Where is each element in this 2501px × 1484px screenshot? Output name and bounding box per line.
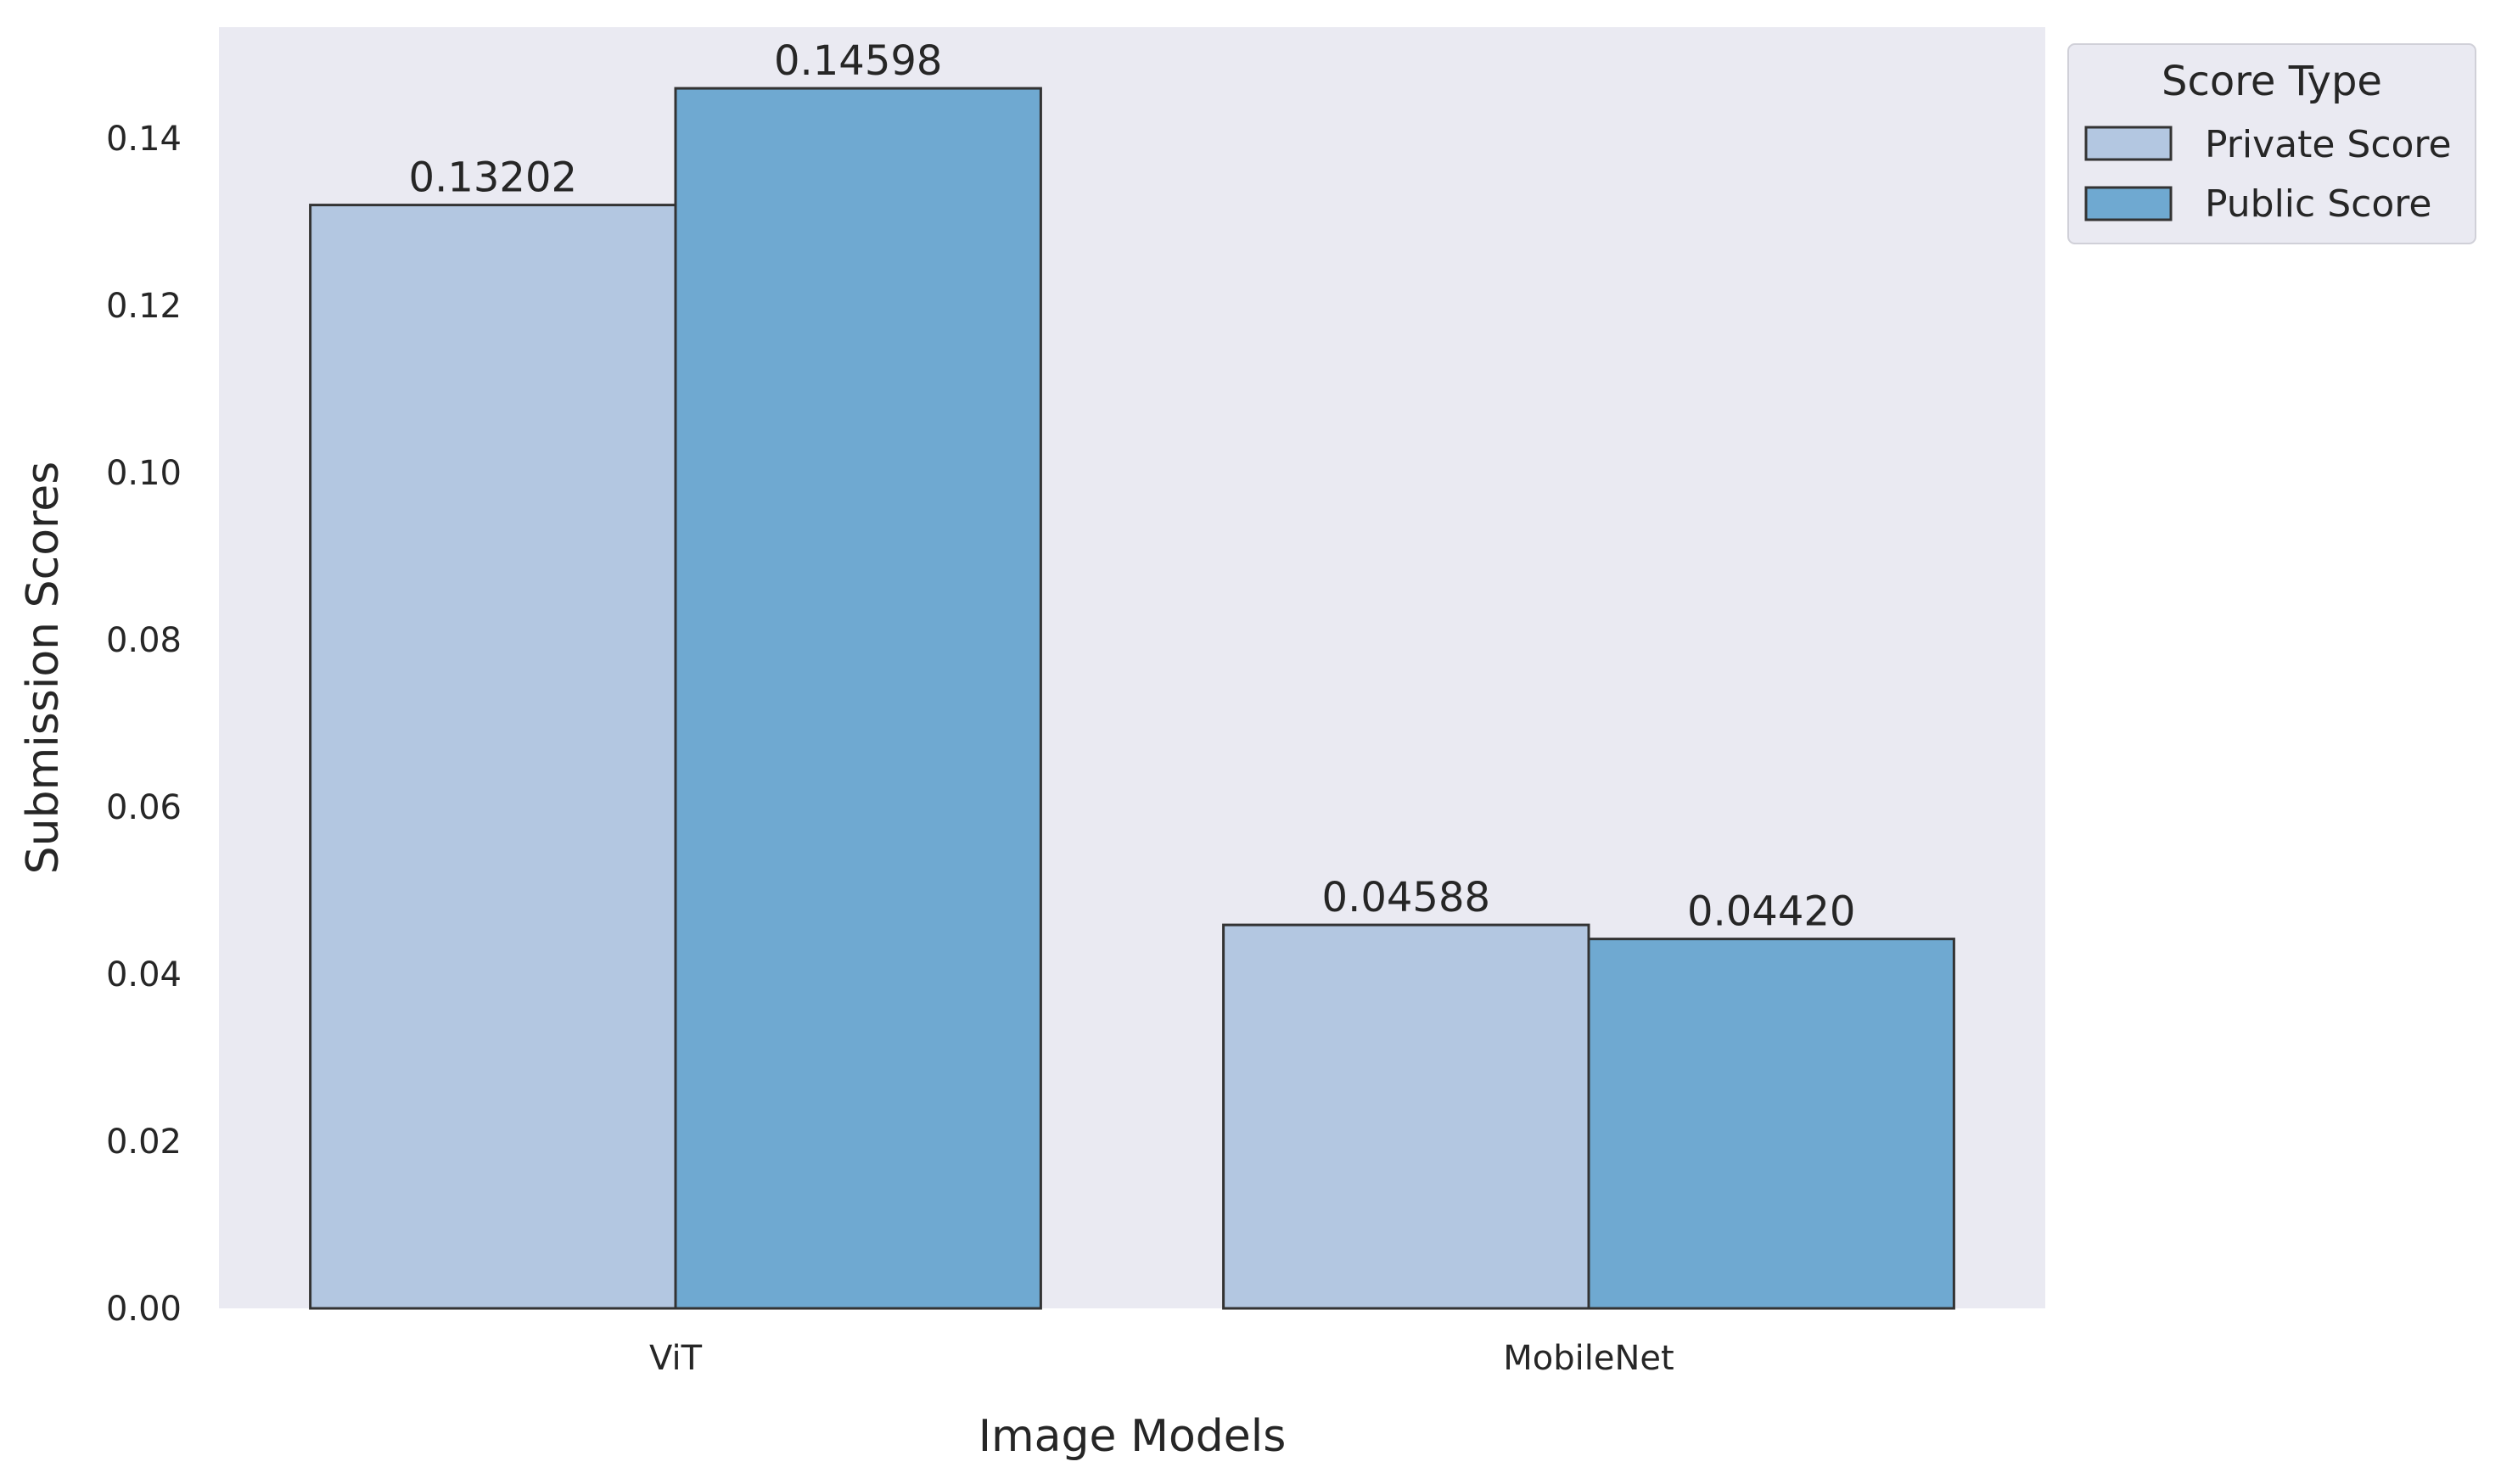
ticks-layer: 0.00 0.02 0.04 0.06 0.08 0.10 0.12 0.14 ViT Mobil… bbox=[106, 120, 1674, 1378]
bar-value-label: 0.14598 bbox=[774, 37, 943, 85]
y-tick-label: 0.12 bbox=[106, 287, 182, 326]
y-tick-label: 0.06 bbox=[106, 788, 182, 827]
x-axis-title: Image Models bbox=[979, 1411, 1287, 1462]
bar-public-score-vit bbox=[674, 87, 1042, 1310]
bar-value-label: 0.04588 bbox=[1322, 874, 1491, 921]
bars-layer: 0.13202 0.04588 0.14598 0.04420 bbox=[309, 37, 1955, 1310]
x-tick-label: ViT bbox=[649, 1339, 703, 1378]
bar-private-score-vit bbox=[309, 204, 677, 1310]
y-axis-title: Submission Scores bbox=[18, 462, 69, 875]
bar-private-score-mobilenet bbox=[1222, 923, 1590, 1310]
y-tick-label: 0.04 bbox=[106, 955, 182, 994]
legend-label-public-score: Public Score bbox=[2205, 182, 2431, 226]
legend-swatch-public-score bbox=[2084, 186, 2173, 221]
bar-value-label: 0.04420 bbox=[1687, 888, 1856, 936]
y-tick-label: 0.08 bbox=[106, 621, 182, 660]
legend-swatch-private-score bbox=[2084, 126, 2173, 161]
legend-title: Score Type bbox=[2162, 58, 2382, 105]
legend: Score Type Private Score Public Score bbox=[2067, 43, 2476, 244]
bar-value-label: 0.13202 bbox=[409, 154, 578, 202]
y-tick-label: 0.00 bbox=[106, 1290, 182, 1329]
y-tick-label: 0.02 bbox=[106, 1123, 182, 1162]
y-tick-label: 0.14 bbox=[106, 120, 182, 159]
bar-public-score-mobilenet bbox=[1587, 938, 1955, 1310]
x-tick-label: MobileNet bbox=[1503, 1339, 1674, 1378]
legend-label-private-score: Private Score bbox=[2205, 123, 2452, 166]
y-tick-label: 0.10 bbox=[106, 454, 182, 493]
